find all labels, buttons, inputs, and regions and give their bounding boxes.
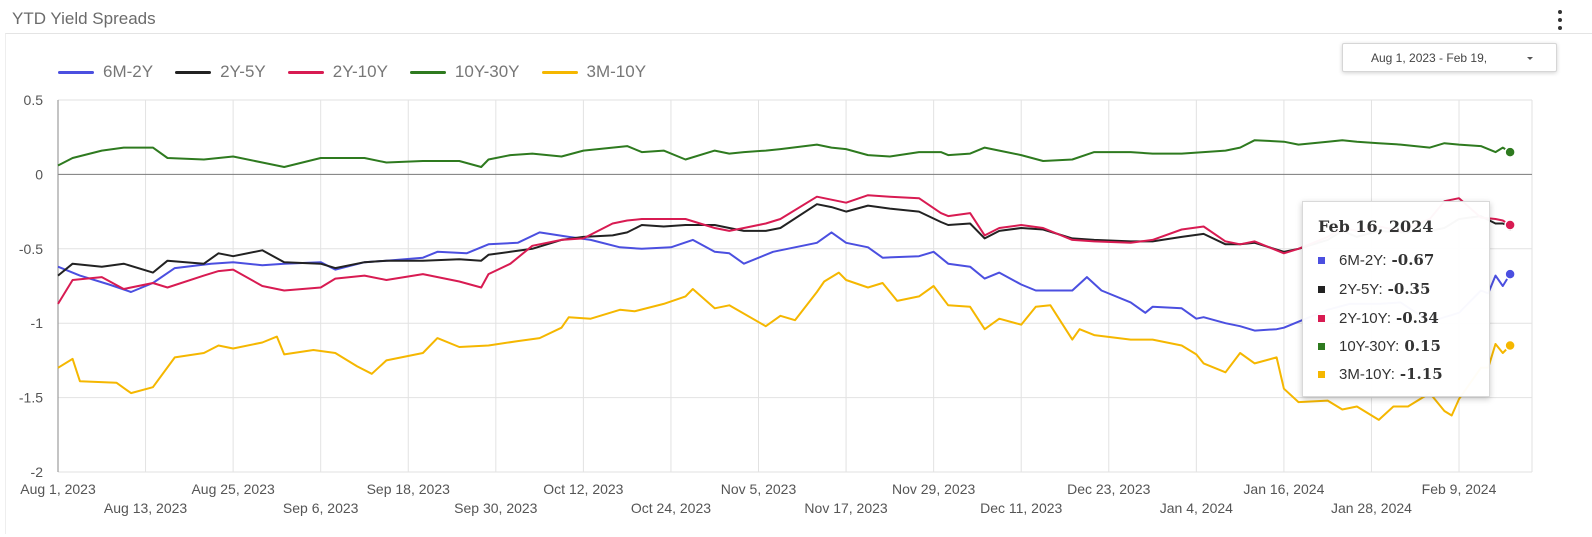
- x-tick-label: Oct 24, 2023: [631, 500, 711, 516]
- tooltip-label: 2Y-5Y:: [1339, 280, 1383, 298]
- x-tick-label: Jan 16, 2024: [1243, 481, 1324, 497]
- x-tick-label: Nov 29, 2023: [892, 481, 975, 497]
- x-tick-label: Dec 11, 2023: [980, 500, 1062, 516]
- x-tick-label: Nov 17, 2023: [804, 500, 887, 516]
- series-dot: [1318, 342, 1325, 350]
- caret-down-icon: [1527, 57, 1533, 60]
- tooltip-value: -0.67: [1391, 251, 1435, 269]
- x-tick-label: Aug 1, 2023: [20, 481, 96, 497]
- y-tick-label: -1.5: [19, 390, 43, 406]
- tooltip-date: Feb 16, 2024: [1318, 217, 1434, 236]
- date-range-dropdown[interactable]: Aug 1, 2023 - Feb 19,: [1342, 43, 1557, 72]
- legend-swatch: [287, 70, 324, 74]
- y-tick-label: -2: [31, 464, 44, 480]
- series-marker-3m-10y: [1504, 339, 1516, 352]
- x-tick-label: Aug 25, 2023: [191, 481, 275, 497]
- tooltip-value: 0.15: [1404, 337, 1441, 355]
- tooltip-label: 10Y-30Y:: [1339, 337, 1400, 355]
- tooltip-row-10y-30y: 10Y-30Y: 0.15: [1318, 337, 1441, 355]
- series-line-10y-30y: [57, 139, 1511, 168]
- tooltip-row-2y-10y: 2Y-10Y: -0.34: [1318, 309, 1439, 327]
- tooltip-value: -0.34: [1396, 309, 1439, 327]
- legend-item-2y-5y[interactable]: 2Y-5Y: [175, 62, 266, 82]
- tooltip-row-2y-5y: 2Y-5Y: -0.35: [1318, 280, 1430, 298]
- series-marker-10y-30y: [1504, 146, 1516, 158]
- series-dot: [1318, 314, 1325, 322]
- legend-item-3m-10y[interactable]: 3M-10Y: [541, 62, 647, 82]
- series-dot: [1318, 370, 1325, 378]
- legend-swatch: [175, 70, 212, 74]
- legend-item-10y-30y[interactable]: 10Y-30Y: [409, 62, 520, 82]
- x-tick-label: Sep 6, 2023: [283, 500, 359, 516]
- tooltip-label: 3M-10Y:: [1339, 365, 1395, 383]
- chart-legend: 6M-2Y 2Y-5Y 2Y-10Y 10Y-30Y 3M-10Y: [58, 62, 668, 82]
- y-tick-label: 0.5: [24, 92, 44, 108]
- legend-item-2y-10y[interactable]: 2Y-10Y: [287, 62, 388, 82]
- x-tick-label: Nov 5, 2023: [721, 481, 797, 497]
- x-tick-label: Aug 13, 2023: [104, 500, 188, 516]
- x-tick-label: Oct 12, 2023: [543, 481, 623, 497]
- tooltip-value: -0.35: [1387, 280, 1431, 298]
- x-tick-label: Feb 9, 2024: [1422, 481, 1497, 497]
- x-tick-label: Jan 4, 2024: [1160, 500, 1233, 516]
- y-tick-label: -0.5: [19, 241, 43, 257]
- x-tick-label: Sep 30, 2023: [454, 500, 538, 516]
- tooltip-row-6m-2y: 6M-2Y: -0.67: [1318, 251, 1434, 269]
- series-marker-2y-10y: [1504, 219, 1516, 231]
- tooltip-row-3m-10y: 3M-10Y: -1.15: [1318, 365, 1443, 383]
- series-dot: [1318, 256, 1325, 264]
- legend-label: 3M-10Y: [586, 62, 647, 81]
- x-tick-label: Jan 28, 2024: [1331, 500, 1412, 516]
- chart-tooltip: Feb 16, 2024 6M-2Y: -0.67 2Y-5Y: -0.35 2…: [1302, 201, 1490, 397]
- series-line-3m-10y: [57, 271, 1511, 421]
- tooltip-label: 2Y-10Y:: [1339, 309, 1391, 327]
- series-marker-6m-2y: [1504, 268, 1516, 280]
- x-tick-label: Sep 18, 2023: [367, 481, 451, 497]
- tooltip-value: -1.15: [1399, 365, 1443, 383]
- y-tick-label: -1: [31, 315, 44, 331]
- legend-label: 6M-2Y: [103, 62, 154, 81]
- tooltip-label: 6M-2Y:: [1339, 251, 1387, 269]
- legend-swatch: [409, 70, 446, 74]
- date-range-label: Aug 1, 2023 - Feb 19,: [1371, 50, 1488, 65]
- legend-swatch: [58, 70, 94, 74]
- panel-title: YTD Yield Spreads: [12, 9, 156, 28]
- legend-label: 2Y-5Y: [220, 62, 266, 81]
- legend-label: 10Y-30Y: [454, 62, 520, 81]
- kebab-menu-icon[interactable]: [1554, 10, 1566, 30]
- chart-panel: [5, 33, 1592, 534]
- legend-item-6m-2y[interactable]: 6M-2Y: [58, 62, 153, 82]
- legend-label: 2Y-10Y: [332, 62, 388, 81]
- legend-swatch: [541, 70, 578, 74]
- x-tick-label: Dec 23, 2023: [1067, 481, 1150, 497]
- series-dot: [1318, 285, 1325, 293]
- y-tick-label: 0: [35, 166, 43, 182]
